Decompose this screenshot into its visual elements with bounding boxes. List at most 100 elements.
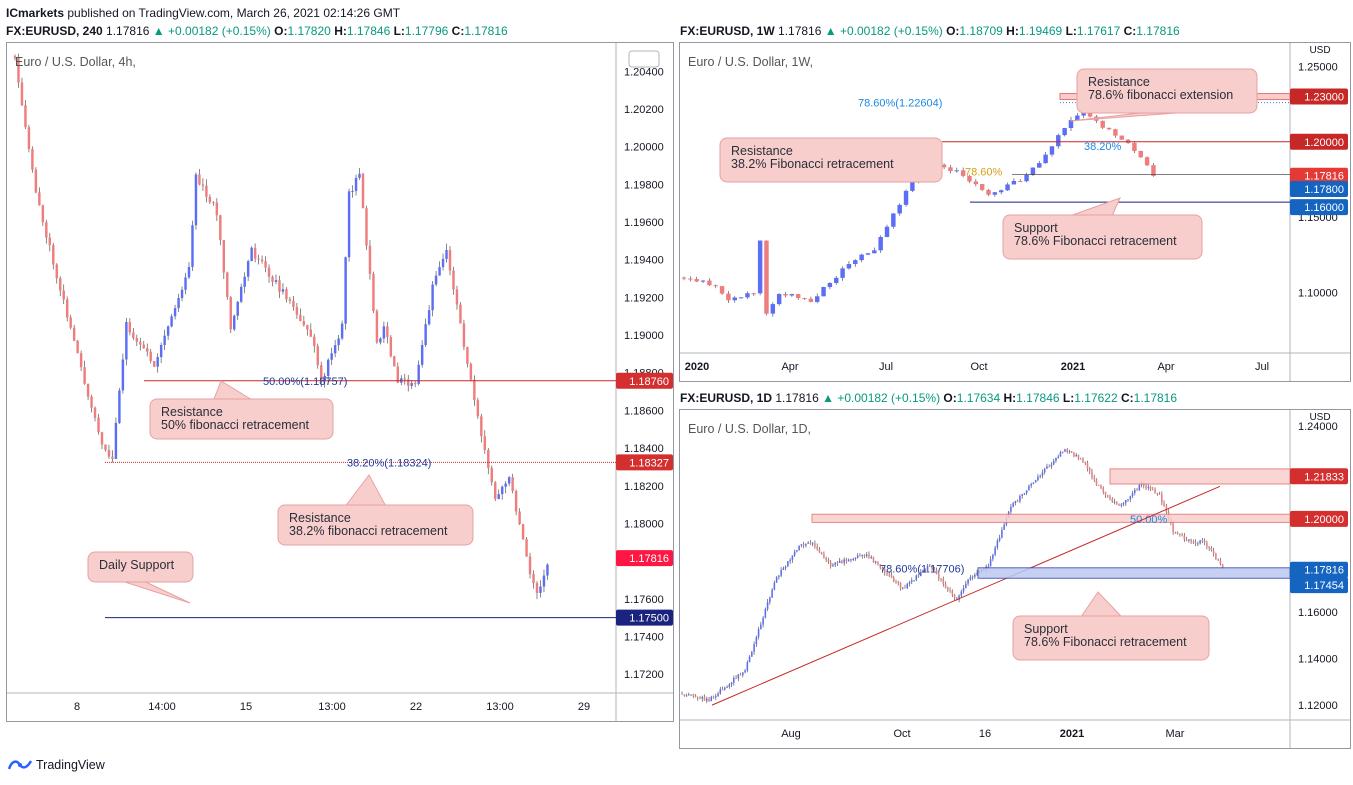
candle-body	[427, 310, 431, 325]
candle-body	[72, 327, 76, 341]
candle-body	[805, 543, 807, 546]
candle-body	[413, 383, 417, 385]
candle-body	[420, 345, 424, 365]
candle-body	[448, 249, 452, 271]
callout-resistance-382-text: 38.2% fibonacci retracement	[289, 524, 448, 538]
x-tick-label: Oct	[970, 361, 987, 373]
candle-body	[681, 277, 687, 279]
candle-body	[288, 299, 292, 301]
chart-panel-1d[interactable]: USD1.240001.220001.200001.180001.160001.…	[679, 409, 1351, 749]
candle-body	[895, 581, 897, 583]
candle-body	[782, 568, 785, 570]
candle-body	[438, 267, 441, 276]
candle-body	[1113, 129, 1118, 136]
candle-body	[771, 589, 773, 598]
y-tick-label: 1.19800	[624, 179, 664, 191]
candle-body	[354, 177, 358, 192]
candle-body	[372, 273, 375, 312]
candle-body	[913, 580, 915, 582]
candle-body	[1181, 534, 1183, 536]
candle-body	[996, 540, 999, 548]
candle-body	[703, 696, 706, 701]
candle-body	[820, 552, 823, 555]
chart-1d-svg[interactable]: USD1.240001.220001.200001.180001.160001.…	[680, 410, 1350, 748]
candle-body	[323, 375, 326, 382]
candle-body	[215, 202, 219, 216]
fib-786-label: 78.60%(1.22604)	[858, 98, 942, 110]
candle-body	[878, 236, 883, 251]
price-tag-last-bg	[1290, 561, 1348, 578]
chart-panel-1w[interactable]: USD 1.25000 1.20000 1.15000 1.10000 2020 Apr Ju…	[679, 42, 1351, 382]
candle-body	[843, 559, 845, 563]
candle-body	[69, 317, 72, 328]
candle-body	[514, 490, 518, 512]
candle-body	[989, 559, 992, 567]
callout-resistance-ext-pointer	[1069, 112, 1177, 122]
candle-body	[868, 554, 870, 558]
candle-body	[949, 589, 951, 591]
candle-body	[1127, 499, 1129, 501]
candle-body	[424, 324, 427, 346]
candle-body	[1050, 464, 1053, 467]
candle-body	[726, 293, 731, 301]
candle-body	[737, 674, 740, 679]
last-price: 1.17816	[775, 391, 819, 405]
candle-body	[764, 240, 769, 314]
price-tag-17500-bg	[616, 609, 673, 626]
candle-body	[1201, 540, 1204, 542]
candle-body	[1043, 468, 1046, 473]
candle-body	[832, 564, 834, 567]
candle-body	[163, 335, 166, 345]
candle-body	[742, 672, 744, 676]
candle-body	[699, 698, 701, 700]
candle-body	[1088, 468, 1091, 472]
close-value: 1.17816	[464, 24, 508, 38]
callout-resistance-ext-text: Resistance	[1088, 75, 1150, 89]
price-tag-18760: 1.18760	[629, 376, 669, 388]
candle-body	[236, 301, 239, 316]
candle-body	[441, 258, 445, 268]
y-tick-label: 1.18000	[624, 518, 664, 530]
price-tag-21833: 1.21833	[1304, 471, 1344, 483]
chart-panel-4h[interactable]: USD1.204001.202001.200001.198001.196001.…	[6, 42, 674, 722]
candle-body	[958, 595, 960, 601]
candle-body	[935, 570, 938, 575]
fib-786b-label: 78.60%	[965, 167, 1003, 179]
candle-body	[764, 609, 767, 618]
candle-body	[473, 379, 476, 401]
price-tag-17800: 1.17800	[1304, 184, 1344, 196]
candle-body	[1061, 451, 1064, 453]
candle-body	[976, 572, 978, 575]
tradingview-brand[interactable]: TradingView	[8, 758, 105, 772]
candle-body	[194, 174, 198, 226]
candle-body	[992, 192, 998, 195]
candle-body	[239, 286, 243, 302]
currency-label: USD	[1309, 412, 1330, 423]
candle-body	[497, 494, 500, 500]
candle-body	[847, 559, 850, 562]
y-tick-label: 1.24000	[1298, 421, 1338, 433]
candle-body	[132, 332, 135, 339]
candle-body	[139, 341, 142, 345]
candle-body	[466, 346, 469, 364]
y-tick-label: 1.19200	[624, 292, 664, 304]
candle-body	[24, 105, 27, 128]
candle-body	[386, 326, 389, 338]
callout-resistance-50-pointer	[213, 380, 251, 400]
candle-body	[330, 353, 333, 360]
y-tick-label: 1.15000	[1298, 212, 1338, 224]
candle-body	[260, 259, 264, 262]
candle-body	[393, 356, 396, 367]
candle-body	[852, 559, 854, 561]
candle-body	[118, 390, 121, 423]
candle-body	[783, 293, 788, 296]
candle-body	[1185, 539, 1188, 541]
candle-body	[1091, 471, 1093, 478]
chart-4h-svg[interactable]: USD1.204001.202001.200001.198001.196001.…	[7, 43, 673, 721]
chart-1w-svg[interactable]: USD 1.25000 1.20000 1.15000 1.10000 2020 Apr Ju…	[680, 43, 1350, 381]
candle-body	[732, 297, 737, 301]
candle-body	[469, 363, 473, 380]
y-tick-label: 1.20400	[624, 66, 664, 78]
candle-body	[969, 577, 972, 580]
candle-body	[1212, 550, 1215, 554]
